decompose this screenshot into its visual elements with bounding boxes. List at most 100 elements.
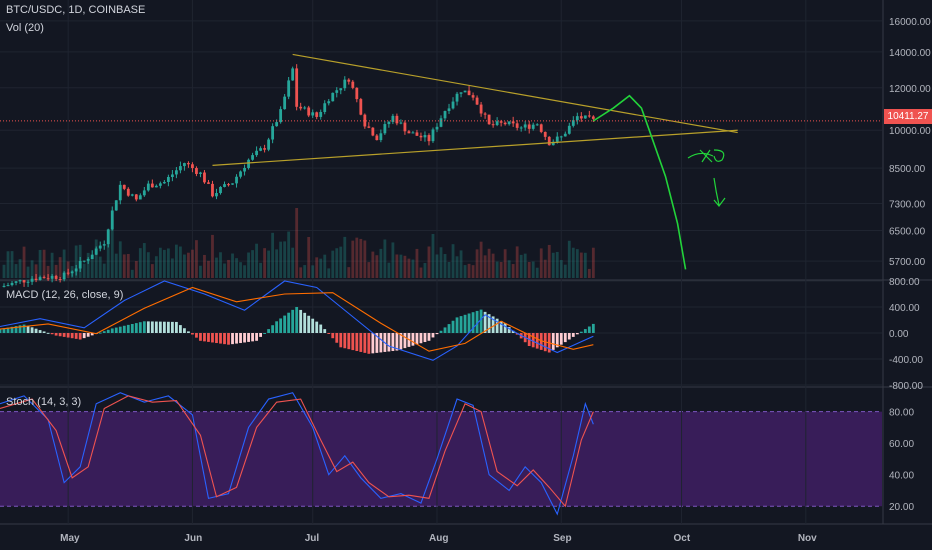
macd-histogram-bar bbox=[243, 333, 246, 343]
macd-histogram-bar bbox=[122, 325, 126, 333]
volume-bar bbox=[491, 253, 495, 278]
macd-histogram-bar bbox=[150, 321, 154, 333]
candle-body bbox=[487, 114, 491, 125]
candle-body bbox=[319, 111, 323, 117]
volume-bar bbox=[142, 243, 146, 278]
candle-body bbox=[363, 114, 367, 127]
volume-bar bbox=[535, 267, 539, 278]
macd-histogram-bar bbox=[571, 333, 575, 337]
volume-bar bbox=[415, 248, 419, 278]
stoch-line-k bbox=[0, 392, 594, 516]
volume-bar bbox=[66, 261, 70, 278]
candle-body bbox=[551, 141, 555, 146]
candle-body bbox=[38, 277, 42, 281]
macd-histogram-bar bbox=[459, 316, 463, 333]
volume-bar bbox=[110, 219, 114, 278]
macd-histogram-bar bbox=[26, 325, 30, 333]
candle-body bbox=[34, 278, 38, 281]
volume-bar bbox=[122, 254, 126, 278]
macd-histogram-bar bbox=[98, 332, 102, 334]
volume-bar bbox=[427, 246, 431, 278]
volume-bar bbox=[195, 240, 198, 278]
volume-bar bbox=[227, 259, 230, 278]
volume-bar bbox=[447, 262, 451, 278]
volume-bar bbox=[263, 248, 267, 278]
macd-histogram-bar bbox=[179, 325, 182, 333]
volume-bar bbox=[6, 251, 10, 278]
volume-bar bbox=[439, 247, 443, 278]
candle-body bbox=[423, 135, 427, 138]
candle-body bbox=[403, 122, 407, 132]
macd-histogram-bar bbox=[311, 318, 315, 333]
candle-body bbox=[567, 125, 571, 134]
macd-histogram-bar bbox=[191, 333, 194, 335]
candle-body bbox=[459, 92, 463, 94]
volume-bar bbox=[46, 265, 50, 278]
macd-histogram-bar bbox=[170, 321, 174, 333]
candle-body bbox=[499, 121, 503, 123]
candle-body bbox=[54, 275, 58, 279]
volume-bar bbox=[299, 267, 303, 278]
macd-histogram-bar bbox=[487, 314, 491, 333]
candle-body bbox=[315, 112, 319, 117]
macd-histogram-bar bbox=[447, 324, 451, 333]
candle-body bbox=[455, 93, 459, 102]
volume-bar bbox=[387, 262, 391, 278]
macd-histogram-bar bbox=[475, 310, 479, 333]
price-tick-label: 7300.00 bbox=[889, 199, 926, 210]
candle-body bbox=[154, 185, 158, 188]
volume-bar bbox=[435, 254, 439, 278]
candle-body bbox=[126, 188, 130, 196]
volume-bar bbox=[339, 246, 343, 278]
volume-bar bbox=[287, 231, 291, 278]
candle-body bbox=[195, 168, 198, 174]
volume-bar bbox=[495, 261, 499, 278]
macd-histogram-bar bbox=[46, 332, 50, 334]
volume-bar bbox=[487, 248, 491, 278]
volume-bar bbox=[2, 264, 6, 278]
candle-body bbox=[122, 184, 126, 189]
macd-histogram-bar bbox=[114, 327, 118, 333]
macd-histogram-bar bbox=[259, 333, 262, 337]
macd-histogram-bar bbox=[239, 333, 242, 344]
volume-bar bbox=[575, 249, 579, 278]
candle-body bbox=[483, 113, 487, 115]
macd-histogram-bar bbox=[183, 328, 186, 333]
candle-body bbox=[399, 122, 403, 124]
volume-bar bbox=[451, 244, 455, 278]
candle-body bbox=[527, 124, 531, 129]
macd-tick-label: 800.00 bbox=[889, 277, 920, 288]
stoch-tick-label: 60.00 bbox=[889, 439, 914, 450]
candle-body bbox=[471, 95, 475, 98]
candle-body bbox=[142, 190, 146, 196]
volume-bar bbox=[307, 236, 311, 278]
macd-histogram-bar bbox=[146, 321, 150, 333]
macd-histogram-bar bbox=[130, 323, 134, 333]
volume-bar bbox=[311, 265, 315, 278]
volume-bar bbox=[22, 246, 26, 278]
macd-histogram-bar bbox=[507, 327, 511, 333]
volume-bar bbox=[34, 264, 38, 278]
candle-body bbox=[579, 116, 583, 119]
macd-histogram-bar bbox=[6, 327, 10, 333]
candle-body bbox=[170, 174, 174, 178]
candle-body bbox=[591, 116, 595, 119]
candle-body bbox=[66, 272, 70, 274]
volume-bar bbox=[323, 254, 327, 278]
candle-body bbox=[419, 135, 423, 138]
macd-histogram-bar bbox=[299, 309, 303, 333]
volume-bar bbox=[367, 262, 371, 278]
candle-body bbox=[391, 115, 395, 122]
candle-body bbox=[166, 177, 170, 182]
candle-body bbox=[82, 260, 86, 262]
volume-bar bbox=[279, 241, 283, 278]
macd-histogram-bar bbox=[395, 333, 399, 351]
volume-bar bbox=[102, 263, 106, 278]
macd-histogram-bar bbox=[467, 313, 471, 333]
volume-bar bbox=[303, 265, 307, 278]
macd-histogram-bar bbox=[555, 333, 559, 348]
macd-histogram-bar bbox=[331, 333, 335, 339]
volume-bar bbox=[503, 249, 507, 278]
